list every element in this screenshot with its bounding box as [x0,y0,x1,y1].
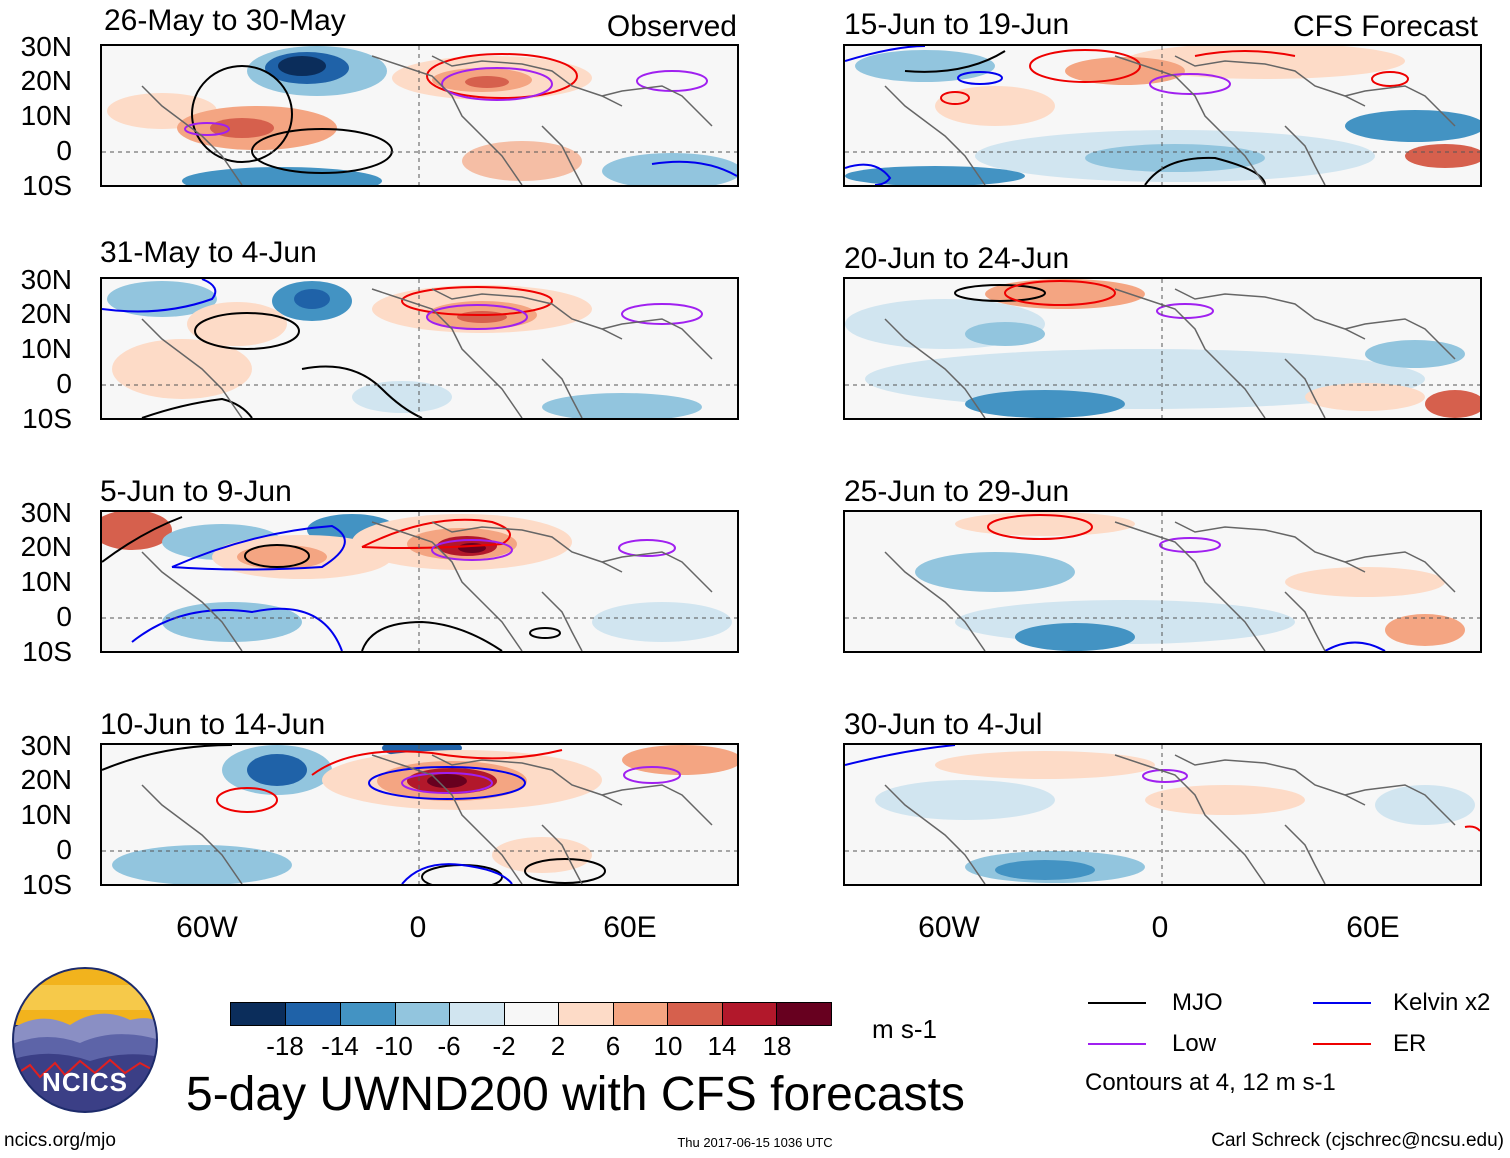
colorbar-bin [504,1002,560,1026]
lat-tick: 0 [56,601,72,632]
colorbar [230,1002,832,1026]
lat-tick: 10S [22,636,72,667]
colorbar-tick: -18 [266,1031,304,1061]
lat-tick: 0 [56,368,72,399]
map-panel-8 [843,743,1482,886]
colorbar-bin [449,1002,505,1026]
map-panel-6 [843,277,1482,420]
lon-tick: 0 [409,911,427,944]
colorbar-bin [722,1002,778,1026]
legend-label-mjo: MJO [1172,989,1223,1016]
panel-title-8: 30-Jun to 4-Jul [844,708,1043,741]
colorbar-tick: -14 [321,1031,359,1061]
colorbar-tick: -10 [375,1031,413,1061]
map-panel-2 [100,277,739,420]
ncics-logo: NCICS [10,965,160,1115]
colorbar-bin [558,1002,614,1026]
panel-title-6: 20-Jun to 24-Jun [844,242,1070,275]
colorbar-units: m s-1 [872,1014,937,1044]
lat-tick: 10S [22,869,72,900]
main-title: 5-day UWND200 with CFS forecasts [186,1068,965,1121]
panel-title-5: 15-Jun to 19-Jun [844,8,1070,41]
map-panel-4 [100,743,739,886]
colorbar-bin [230,1002,286,1026]
map-panel-1 [100,44,739,187]
legend-line-low [1088,1043,1146,1045]
colorbar-bin [667,1002,723,1026]
lat-tick: 10S [22,170,72,201]
logo-text: NCICS [42,1067,128,1097]
lat-tick: 10N [20,100,72,131]
lon-tick: 60W [918,911,980,944]
colorbar-bin [395,1002,451,1026]
footer-timestamp: Thu 2017-06-15 1036 UTC [677,1135,833,1150]
legend-note: Contours at 4, 12 m s-1 [1085,1069,1336,1096]
forecast-tag: CFS Forecast [1292,10,1478,43]
colorbar-tick: -2 [492,1031,516,1061]
lat-tick: 30N [20,497,72,528]
lon-tick: 60E [603,911,657,944]
lat-tick: 20N [20,298,72,329]
panel-title-1: 26-May to 30-May [104,4,346,37]
lat-tick: 10N [20,333,72,364]
lon-tick: 60E [1346,911,1400,944]
colorbar-bin [340,1002,396,1026]
panel-title-3: 5-Jun to 9-Jun [100,475,292,508]
panel-title-7: 25-Jun to 29-Jun [844,475,1070,508]
lat-tick: 20N [20,531,72,562]
footer-author: Carl Schreck (cjschrec@ncsu.edu) [1211,1130,1504,1151]
legend-line-er [1313,1043,1371,1045]
colorbar-tick: 14 [707,1031,737,1061]
legend-label-er: ER [1393,1030,1427,1057]
lon-tick: 60W [176,911,238,944]
lat-tick: 0 [56,135,72,166]
panel-title-2: 31-May to 4-Jun [100,236,317,269]
lat-tick: 20N [20,764,72,795]
lat-tick: 30N [20,31,72,62]
legend-label-kelvin: Kelvin x2 [1393,989,1491,1016]
lat-tick: 0 [56,834,72,865]
panel-title-4: 10-Jun to 14-Jun [100,708,326,741]
observed-tag: Observed [606,10,737,43]
footer-url[interactable]: ncics.org/mjo [4,1130,116,1151]
lat-tick: 30N [20,730,72,761]
map-panel-5 [843,44,1482,187]
lat-tick: 10N [20,799,72,830]
colorbar-tick: 2 [550,1031,566,1061]
lat-tick: 30N [20,264,72,295]
lat-tick: 20N [20,65,72,96]
lat-tick: 10S [22,403,72,434]
colorbar-tick: 18 [762,1031,792,1061]
colorbar-tick: -6 [437,1031,461,1061]
lat-tick: 10N [20,566,72,597]
colorbar-bin [613,1002,669,1026]
legend-line-kelvin [1313,1002,1371,1004]
colorbar-bin [776,1002,832,1026]
legend-label-low: Low [1172,1030,1217,1057]
colorbar-tick: 6 [605,1031,621,1061]
legend-line-mjo [1088,1002,1146,1004]
colorbar-ticks: -18 -14 -10 -6 -2 2 6 10 14 18 [230,1033,832,1061]
colorbar-bin [285,1002,341,1026]
map-panel-3 [100,510,739,653]
lon-tick: 0 [1151,911,1169,944]
map-panel-7 [843,510,1482,653]
legend: MJO Kelvin x2 Low ER Contours at 4, 12 m… [1085,988,1505,1098]
colorbar-tick: 10 [653,1031,683,1061]
